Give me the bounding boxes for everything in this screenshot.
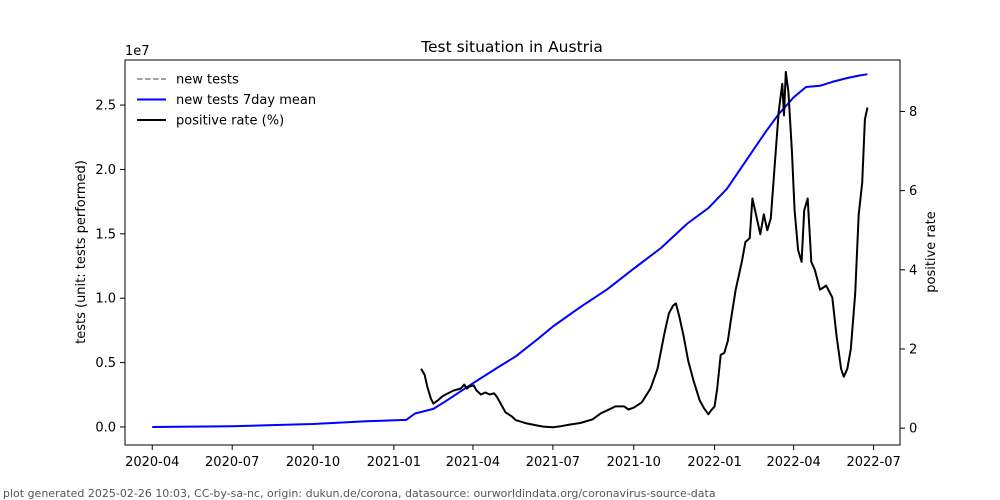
y-left-tick-label: 0.0: [95, 420, 116, 435]
y-right-tick-label: 2: [909, 342, 917, 357]
y-left-tick-label: 0.5: [95, 356, 116, 371]
y-left-axis-title: tests (unit: tests performed): [74, 160, 89, 344]
legend-label: positive rate (%): [176, 114, 284, 129]
series-lines: [152, 70, 869, 429]
x-tick-label: 2021-10: [607, 455, 661, 470]
y-right-tick-label: 6: [909, 184, 917, 199]
x-tick-label: 2020-07: [205, 455, 259, 470]
plot-area: [124, 59, 901, 446]
y-left-tick-label: 1.5: [95, 227, 116, 242]
x-tick-label: 2020-10: [286, 455, 340, 470]
x-tick-label: 2022-07: [846, 455, 900, 470]
y-left-tick-label: 2.5: [95, 99, 116, 114]
x-tick-label: 2021-07: [526, 455, 580, 470]
x-tick-label: 2022-01: [687, 455, 741, 470]
offset-text: 1e7: [125, 44, 150, 59]
ticks: 2020-04 2020-07 2020-10 2021-01 2021-04 2021-…: [95, 99, 917, 470]
series-line-0: [152, 73, 868, 428]
y-left-tick-label: 2.0: [95, 163, 116, 178]
x-tick-label: 2021-04: [446, 455, 500, 470]
footer: plot generated 2025-02-26 10:03, CC-by-s…: [3, 487, 716, 500]
series-line-1: [420, 70, 869, 429]
x-tick-label: 2021-01: [367, 455, 421, 470]
legend: new tests new tests 7day mean positive rat…: [137, 73, 316, 129]
legend-label: new tests: [176, 73, 239, 88]
y-right-tick-label: 0: [909, 422, 917, 437]
chart-title: Test situation in Austria: [420, 38, 603, 56]
x-tick-label: 2020-04: [125, 455, 179, 470]
y-right-tick-label: 4: [909, 263, 917, 278]
y-right-axis-title: positive rate: [924, 211, 939, 293]
y-right-tick-label: 8: [909, 105, 917, 120]
x-tick-label: 2022-04: [767, 455, 821, 470]
y-left-tick-label: 1.0: [95, 292, 116, 307]
legend-label: new tests 7day mean: [176, 93, 316, 108]
